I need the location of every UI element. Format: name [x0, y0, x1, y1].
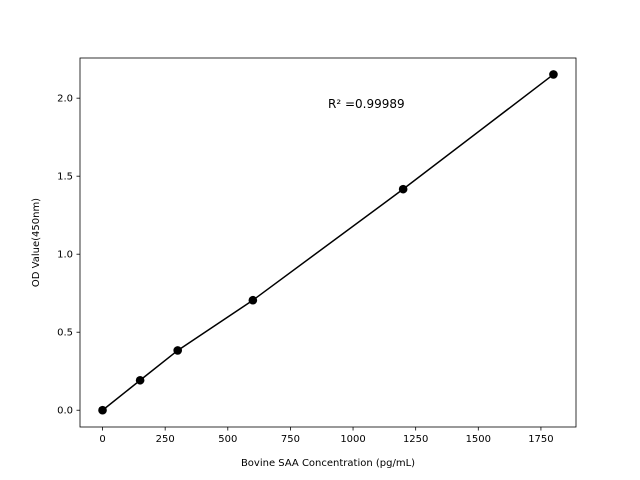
- plot-frame: [79, 57, 577, 428]
- x-tick-label: 1750: [528, 434, 553, 445]
- x-tick-label: 1500: [466, 434, 491, 445]
- series-line: [102, 73, 554, 411]
- data-point: [398, 184, 408, 194]
- y-tick-label: 0.5: [57, 328, 73, 339]
- x-tick-label: 1250: [403, 434, 428, 445]
- data-point: [248, 295, 258, 305]
- x-axis: 0 250 500 750 1000 1250 1500 1750: [99, 427, 554, 445]
- x-tick-label: 0: [99, 434, 105, 445]
- data-point: [98, 405, 107, 415]
- x-tick-label: 1000: [340, 434, 365, 445]
- data-point: [135, 375, 145, 385]
- y-tick-label: 1.5: [57, 172, 73, 183]
- y-axis-label: OD Value(450nm): [31, 198, 42, 287]
- y-tick-label: 0.0: [57, 406, 73, 417]
- y-axis: 0.0 0.5 1.0 1.5 2.0: [57, 94, 80, 417]
- y-tick-label: 2.0: [57, 94, 73, 105]
- data-point: [173, 346, 182, 355]
- plot-marks: [98, 70, 558, 415]
- data-point: [549, 70, 558, 79]
- x-tick-label: 250: [156, 434, 175, 445]
- x-tick-label: 500: [218, 434, 237, 445]
- x-axis-label: Bovine SAA Concentration (pg/mL): [241, 458, 415, 469]
- y-tick-label: 1.0: [57, 250, 73, 261]
- r-squared-annotation: R² =0.99989: [328, 97, 405, 111]
- x-tick-label: 750: [281, 434, 300, 445]
